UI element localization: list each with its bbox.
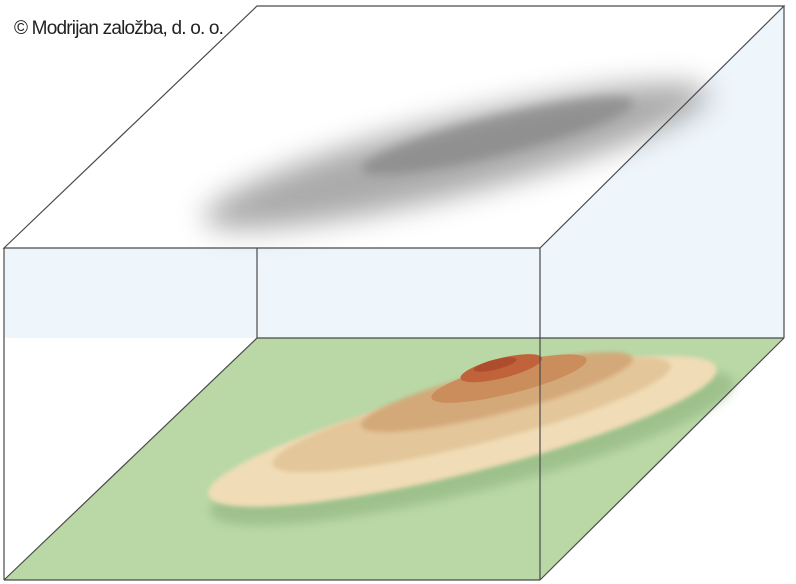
hill-peak <box>460 354 543 383</box>
shadow-projection <box>203 83 709 229</box>
hill <box>208 351 717 507</box>
top-plane <box>4 6 784 248</box>
box-edges <box>2 5 786 581</box>
copyright-notice: © Modrijan založba, d. o. o. <box>14 18 224 39</box>
hill-fourth-layer <box>431 354 587 403</box>
box-left-panel <box>4 248 257 338</box>
